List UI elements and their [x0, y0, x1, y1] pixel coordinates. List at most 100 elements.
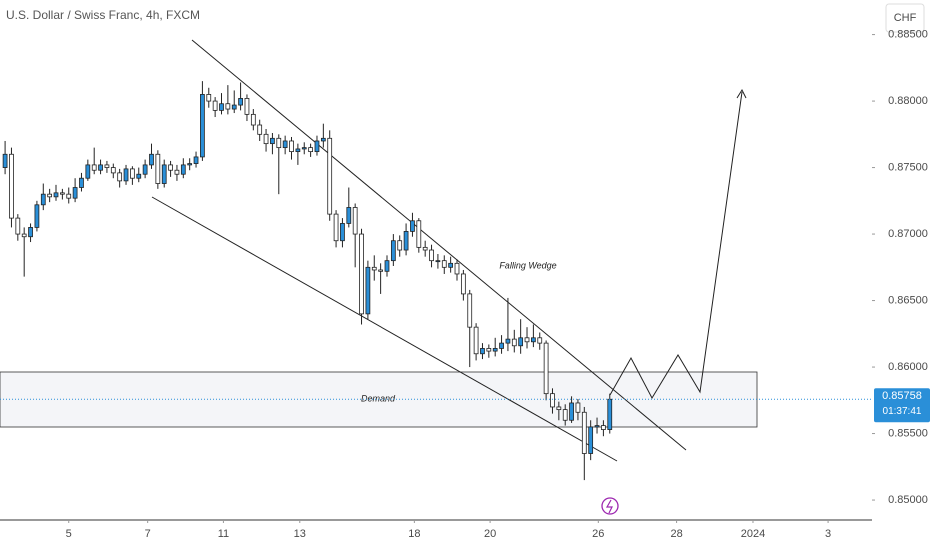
candle-body	[422, 246, 428, 251]
candle-body	[340, 223, 345, 242]
candle-body	[390, 240, 396, 262]
candle-body	[562, 409, 568, 421]
x-tick-label: 20	[484, 528, 496, 540]
candle-body	[282, 140, 288, 149]
candle-body	[53, 192, 59, 198]
candle-body	[492, 348, 498, 352]
annotation: Falling Wedge	[499, 260, 556, 270]
currency-button[interactable]	[885, 3, 925, 33]
candle-body	[588, 426, 594, 454]
candle-body	[225, 103, 231, 110]
candle-body	[149, 153, 154, 166]
candle-body	[142, 164, 148, 175]
candle-body	[66, 193, 72, 199]
candle-body	[397, 240, 403, 251]
x-tick-label: 28	[670, 528, 682, 540]
candle-body	[499, 342, 504, 349]
candle-body	[289, 140, 294, 153]
candle-body	[9, 153, 14, 219]
y-tick-label: 0.86500	[888, 294, 928, 306]
candle-body	[276, 137, 282, 149]
candle-body	[327, 137, 333, 215]
candle-body	[416, 220, 422, 248]
candle-body	[575, 402, 581, 413]
candle-body	[104, 164, 110, 168]
candle-body	[365, 266, 371, 315]
event-icon[interactable]	[601, 497, 619, 515]
candle-body	[543, 342, 549, 395]
candle-body	[473, 326, 479, 355]
x-tick-label: 7	[145, 528, 151, 540]
candle-body	[47, 193, 53, 198]
candle-body	[308, 147, 313, 153]
candle-body	[435, 260, 441, 263]
candle-body	[378, 269, 383, 272]
candle-body	[333, 213, 339, 242]
candle-body	[123, 168, 129, 182]
candle-body	[505, 338, 511, 344]
candle-body	[155, 153, 161, 184]
candle-body	[200, 94, 205, 158]
candles	[2, 81, 613, 481]
candle-body	[206, 94, 212, 102]
candle-body	[441, 260, 447, 268]
y-tick-label: 0.87000	[888, 228, 928, 240]
y-tick-label: 0.85500	[888, 427, 928, 439]
candle-body	[454, 262, 460, 275]
candle-body	[581, 411, 587, 454]
last-price-label: 0.85758	[882, 390, 922, 402]
x-tick-label: 11	[218, 528, 229, 540]
y-tick-label: 0.88500	[888, 28, 928, 40]
candle-body	[231, 104, 237, 110]
candle-body	[448, 262, 454, 268]
currency-label: CHF	[894, 12, 917, 24]
candle-body	[537, 337, 543, 344]
x-tick-label: 26	[592, 528, 604, 540]
candle-body	[40, 193, 46, 206]
candle-body	[518, 337, 524, 347]
candle-body	[601, 425, 606, 430]
candle-body	[161, 164, 167, 184]
candle-body	[28, 227, 33, 238]
candle-body	[594, 425, 600, 428]
candle-body	[238, 98, 243, 106]
candle-body	[460, 273, 466, 295]
wedge-upper	[191, 39, 687, 451]
candle-body	[524, 337, 530, 343]
candle-body	[91, 164, 97, 171]
candle-body	[314, 140, 320, 153]
candle-body	[110, 167, 116, 174]
projection-arrowhead	[736, 88, 747, 99]
candle-body	[371, 266, 377, 271]
last-price-badge	[874, 388, 930, 423]
candle-body	[257, 124, 263, 135]
candle-body	[556, 406, 562, 411]
projection-path	[609, 91, 743, 400]
candle-body	[403, 231, 409, 251]
candle-body	[2, 153, 8, 168]
candle-body	[174, 169, 180, 175]
x-tick-label: 5	[66, 528, 72, 540]
candle-body	[244, 98, 250, 115]
candle-body	[168, 164, 173, 171]
candle-body	[352, 207, 358, 235]
candle-body	[85, 164, 91, 179]
candle-body	[320, 137, 326, 142]
candle-body	[346, 207, 352, 224]
countdown-label: 01:37:41	[883, 406, 922, 417]
candle-body	[384, 260, 390, 272]
candle-body	[410, 220, 415, 232]
candle-body	[263, 133, 269, 145]
candle-body	[98, 164, 103, 171]
candle-body	[429, 249, 434, 262]
candle-body	[60, 192, 65, 195]
wedge-lower	[151, 196, 618, 462]
candle-body	[72, 187, 78, 199]
candle-body	[301, 147, 307, 150]
x-tick-label: 13	[294, 528, 306, 540]
candle-body	[359, 233, 364, 315]
annotation: Demand	[361, 393, 396, 403]
candle-body	[130, 168, 135, 179]
candle-body	[569, 402, 574, 421]
